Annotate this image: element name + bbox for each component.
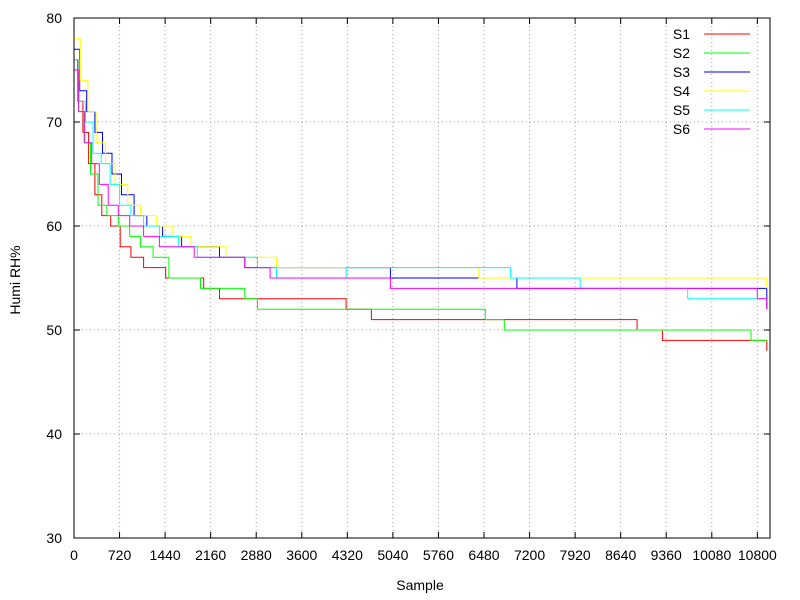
x-tick-label: 5760 <box>423 547 454 563</box>
x-tick-label: 5040 <box>377 547 408 563</box>
series-line-S3 <box>74 48 768 310</box>
x-tick-label: 9360 <box>651 547 682 563</box>
x-tick-label: 1440 <box>150 547 181 563</box>
x-tick-label: 6480 <box>468 547 499 563</box>
series-line-S1 <box>74 59 768 351</box>
series-line-S4 <box>74 38 768 289</box>
y-tick-label: 30 <box>46 530 62 546</box>
series-line-S6 <box>74 69 768 310</box>
legend-label-S6: S6 <box>673 121 690 137</box>
legend-label-S4: S4 <box>673 83 690 99</box>
legend: S1 S2 S3 S4 S5 S6 <box>673 26 750 137</box>
x-tick-label: 0 <box>70 547 78 563</box>
legend-label-S1: S1 <box>673 26 690 42</box>
y-axis-label: Humi RH% <box>7 245 23 314</box>
legend-label-S2: S2 <box>673 45 690 61</box>
y-tick-label: 40 <box>46 426 62 442</box>
legend-label-S5: S5 <box>673 102 690 118</box>
x-tick-label: 10800 <box>738 547 777 563</box>
y-tick-label: 80 <box>46 10 62 26</box>
x-tick-label: 720 <box>108 547 132 563</box>
x-tick-label: 2880 <box>241 547 272 563</box>
x-tick-label: 4320 <box>332 547 363 563</box>
series-line-S2 <box>74 69 767 341</box>
tick-labels: 0 720 1440 2160 2880 3600 4320 5040 5760 6480 7200… <box>46 10 777 563</box>
legend-label-S3: S3 <box>673 64 690 80</box>
x-tick-label: 10080 <box>692 547 731 563</box>
x-tick-label: 2160 <box>195 547 226 563</box>
x-tick-label: 8640 <box>605 547 636 563</box>
y-tick-label: 70 <box>46 114 62 130</box>
plot-frame <box>73 17 771 539</box>
x-tick-label: 7200 <box>514 547 545 563</box>
axes <box>73 17 771 539</box>
series-lines <box>74 38 768 351</box>
y-tick-label: 50 <box>46 322 62 338</box>
series-line-S5 <box>74 59 767 300</box>
x-tick-label: 7920 <box>560 547 591 563</box>
x-tick-label: 3600 <box>286 547 317 563</box>
x-axis-label: Sample <box>396 577 444 593</box>
y-tick-label: 60 <box>46 218 62 234</box>
